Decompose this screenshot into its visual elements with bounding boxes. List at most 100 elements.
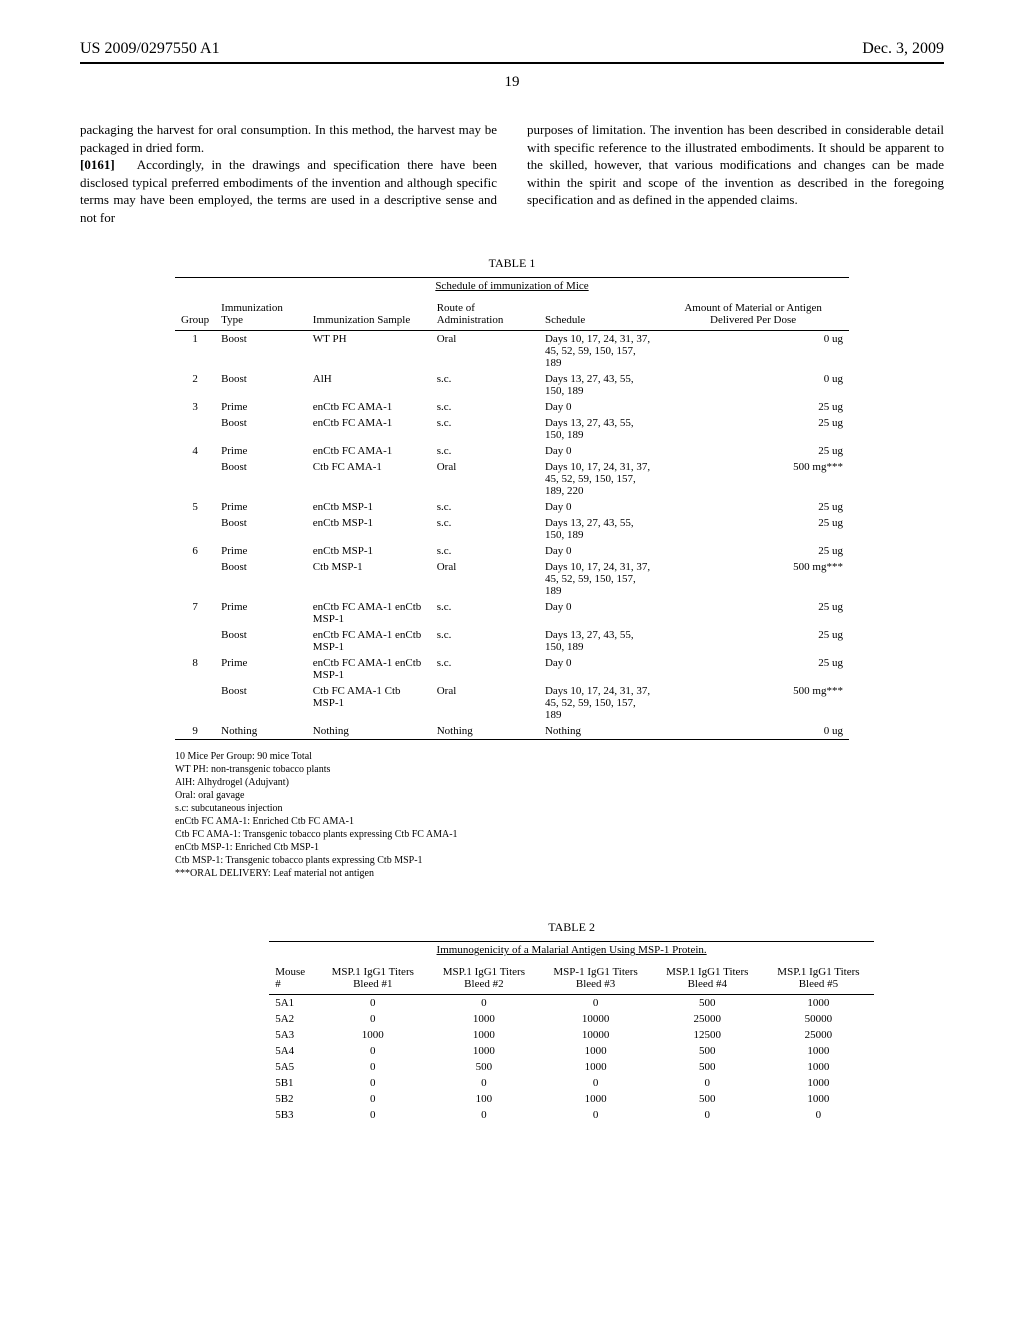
table-cell: WT PH — [307, 331, 431, 372]
table-footnotes: 10 Mice Per Group: 90 mice TotalWT PH: n… — [175, 750, 849, 880]
table-cell: 10000 — [539, 1011, 651, 1027]
col-header: MSP.1 IgG1 Titers Bleed #2 — [428, 962, 539, 995]
table-cell: 1000 — [428, 1011, 539, 1027]
table-cell: enCtb MSP-1 — [307, 499, 431, 515]
table-row: BoostCtb FC AMA-1 Ctb MSP-1OralDays 10, … — [175, 683, 849, 723]
table-cell: 2 — [175, 371, 215, 399]
table-row: BoostCtb FC AMA-1OralDays 10, 17, 24, 31… — [175, 459, 849, 499]
table-cell: Days 13, 27, 43, 55, 150, 189 — [539, 627, 657, 655]
table-cell: Day 0 — [539, 543, 657, 559]
col-header: MSP.1 IgG1 Titers Bleed #1 — [317, 962, 428, 995]
table-cell: 0 ug — [657, 723, 849, 740]
table-cell: s.c. — [431, 515, 539, 543]
table-cell: 5B3 — [269, 1107, 317, 1123]
table-cell: Nothing — [431, 723, 539, 740]
table-cell: Days 10, 17, 24, 31, 37, 45, 52, 59, 150… — [539, 683, 657, 723]
table-cell: 8 — [175, 655, 215, 683]
footnote-line: Ctb FC AMA-1: Transgenic tobacco plants … — [175, 828, 849, 841]
table-row: 5B300000 — [269, 1107, 874, 1123]
table-cell: 50000 — [763, 1011, 874, 1027]
table-label: TABLE 1 — [175, 256, 849, 271]
table-cell: 100 — [428, 1091, 539, 1107]
table-cell: 0 — [317, 1075, 428, 1091]
table-cell: s.c. — [431, 627, 539, 655]
table-cell: 25 ug — [657, 499, 849, 515]
table-cell: enCtb FC AMA-1 — [307, 399, 431, 415]
footnote-line: Oral: oral gavage — [175, 789, 849, 802]
col-header: Immunization Sample — [307, 298, 431, 331]
table-cell: 0 — [317, 1107, 428, 1123]
col-header: Schedule — [539, 298, 657, 331]
table-cell: 25000 — [763, 1027, 874, 1043]
table-cell: s.c. — [431, 399, 539, 415]
footnote-line: ***ORAL DELIVERY: Leaf material not anti… — [175, 867, 849, 880]
table-cell: 1000 — [317, 1027, 428, 1043]
table-cell: 5A2 — [269, 1011, 317, 1027]
table-1-grid: Schedule of immunization of Mice Group I… — [175, 277, 849, 744]
table-cell: Day 0 — [539, 399, 657, 415]
table-cell: s.c. — [431, 499, 539, 515]
table-cell: 5B2 — [269, 1091, 317, 1107]
table-cell: Days 13, 27, 43, 55, 150, 189 — [539, 415, 657, 443]
table-cell: 5A4 — [269, 1043, 317, 1059]
table-row: BoostenCtb FC AMA-1s.c.Days 13, 27, 43, … — [175, 415, 849, 443]
table-cell: Oral — [431, 559, 539, 599]
table-cell: 25 ug — [657, 399, 849, 415]
table-cell: 0 — [428, 1107, 539, 1123]
table-cell — [175, 515, 215, 543]
col-header: Group — [175, 298, 215, 331]
table-cell: 1000 — [539, 1091, 651, 1107]
table-cell: Day 0 — [539, 443, 657, 459]
table-cell: Days 10, 17, 24, 31, 37, 45, 52, 59, 150… — [539, 331, 657, 372]
table-cell: Oral — [431, 331, 539, 372]
table-cell: 25000 — [652, 1011, 763, 1027]
table-cell: 0 — [539, 1107, 651, 1123]
table-cell: 10000 — [539, 1027, 651, 1043]
table-caption: Immunogenicity of a Malarial Antigen Usi… — [269, 942, 874, 963]
table-cell: 5A1 — [269, 995, 317, 1012]
table-cell: Nothing — [307, 723, 431, 740]
table-row: 5A310001000100001250025000 — [269, 1027, 874, 1043]
table-cell: s.c. — [431, 655, 539, 683]
left-column: packaging the harvest for oral consumpti… — [80, 121, 497, 226]
table-cell: enCtb FC AMA-1 enCtb MSP-1 — [307, 599, 431, 627]
table-cell: 5A3 — [269, 1027, 317, 1043]
table-cell: Boost — [215, 371, 307, 399]
table-row: 5B100001000 — [269, 1075, 874, 1091]
table-cell: enCtb FC AMA-1 — [307, 443, 431, 459]
table-cell: 25 ug — [657, 443, 849, 459]
col-header: Route of Administration — [431, 298, 539, 331]
table-row: 5B2010010005001000 — [269, 1091, 874, 1107]
table-cell: 25 ug — [657, 415, 849, 443]
table-cell: Boost — [215, 515, 307, 543]
table-cell: Ctb FC AMA-1 Ctb MSP-1 — [307, 683, 431, 723]
table-row: 5PrimeenCtb MSP-1s.c.Day 025 ug — [175, 499, 849, 515]
footnote-line: enCtb FC AMA-1: Enriched Ctb FC AMA-1 — [175, 815, 849, 828]
table-cell: s.c. — [431, 415, 539, 443]
table-cell: Boost — [215, 683, 307, 723]
table-cell — [175, 627, 215, 655]
table-cell: 5 — [175, 499, 215, 515]
table-row: 9NothingNothingNothingNothing0 ug — [175, 723, 849, 740]
table-cell: 0 — [317, 995, 428, 1012]
table-cell: 500 — [652, 1059, 763, 1075]
table-cell: 500 — [652, 1043, 763, 1059]
table-label: TABLE 2 — [269, 920, 874, 935]
table-cell: 0 ug — [657, 331, 849, 372]
footnote-line: enCtb MSP-1: Enriched Ctb MSP-1 — [175, 841, 849, 854]
table-cell: Boost — [215, 627, 307, 655]
table-cell: Days 10, 17, 24, 31, 37, 45, 52, 59, 150… — [539, 559, 657, 599]
table-cell — [175, 415, 215, 443]
publication-date: Dec. 3, 2009 — [862, 40, 944, 58]
table-cell: 4 — [175, 443, 215, 459]
table-cell: 1000 — [539, 1043, 651, 1059]
table-cell: Nothing — [539, 723, 657, 740]
table-row: 5A10005001000 — [269, 995, 874, 1012]
table-cell: 500 mg*** — [657, 459, 849, 499]
table-cell: enCtb FC AMA-1 enCtb MSP-1 — [307, 627, 431, 655]
table-cell: 500 mg*** — [657, 559, 849, 599]
right-column: purposes of limitation. The invention ha… — [527, 121, 944, 226]
table-cell: s.c. — [431, 371, 539, 399]
table-cell: s.c. — [431, 599, 539, 627]
table-cell: Day 0 — [539, 499, 657, 515]
